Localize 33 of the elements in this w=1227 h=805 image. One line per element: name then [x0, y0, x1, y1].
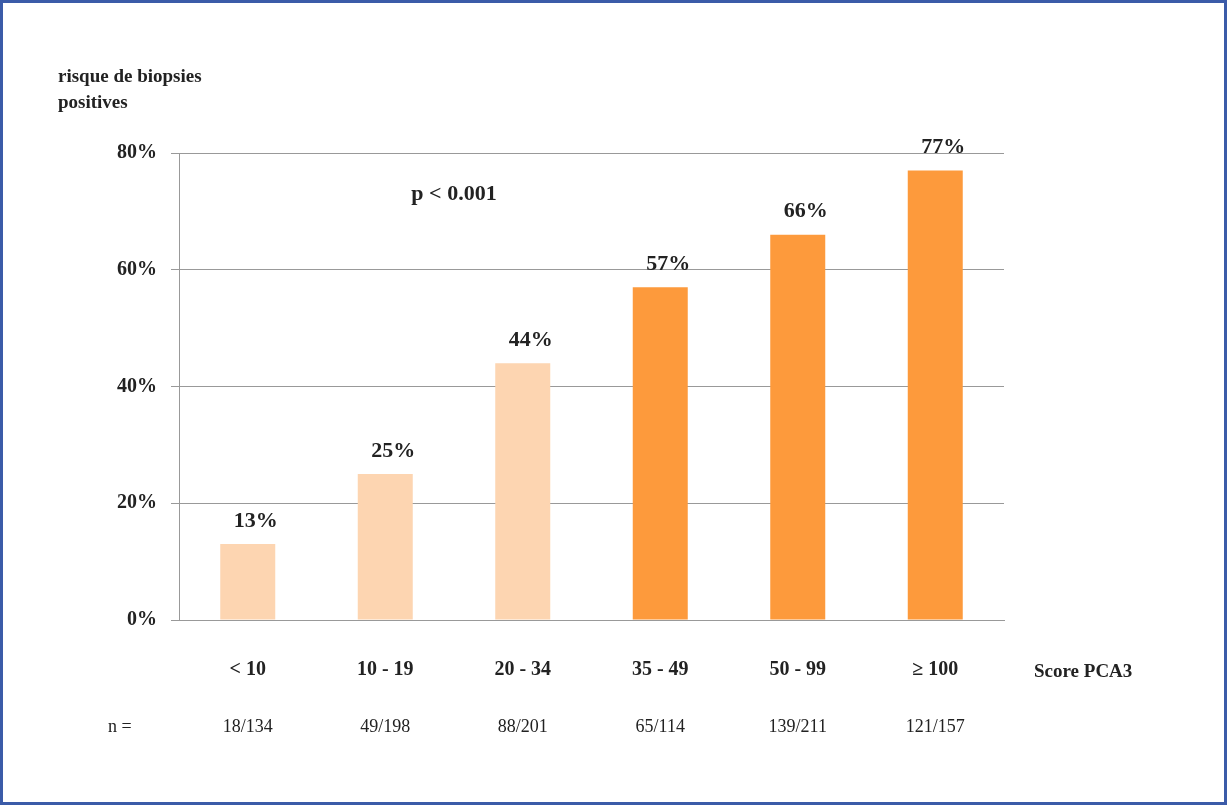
text: 49/198 [360, 715, 411, 736]
x-tick-label: ≥ 100 [912, 657, 959, 680]
bar [907, 170, 963, 620]
text: n = [108, 715, 132, 736]
data-label: 77% [921, 133, 966, 159]
data-label: 25% [371, 436, 416, 462]
y-axis-title: risque de biopsies positives [58, 65, 202, 113]
data-label: 66% [783, 197, 828, 223]
x-axis-title: Score PCA3 [1034, 659, 1133, 681]
y-tick-label: 0% [127, 607, 157, 630]
data-label: 13% [233, 506, 278, 532]
data-label: 57% [646, 249, 691, 275]
data-label: 44% [508, 325, 553, 351]
x-tick-label: < 10 [229, 657, 266, 680]
y-tick-label: 60% [117, 256, 157, 279]
bar [357, 474, 413, 620]
text: 139/211 [768, 715, 827, 736]
bar [770, 234, 826, 620]
bar [495, 363, 551, 620]
annotation: p < 0.001 [411, 179, 497, 205]
y-tick-label: 80% [117, 140, 157, 163]
y-tick-label: 20% [117, 490, 157, 513]
text: 88/201 [497, 715, 548, 736]
x-tick-label: 10 - 19 [356, 657, 414, 680]
text: 65/114 [635, 715, 685, 736]
y-tick-label: 40% [117, 373, 157, 396]
bar [220, 544, 276, 620]
x-tick-label: 20 - 34 [494, 657, 552, 680]
text: 18/134 [222, 715, 273, 736]
x-tick-label: 50 - 99 [769, 657, 827, 680]
bar [632, 287, 688, 620]
text: 121/157 [905, 715, 965, 736]
x-tick-label: 35 - 49 [631, 657, 689, 680]
